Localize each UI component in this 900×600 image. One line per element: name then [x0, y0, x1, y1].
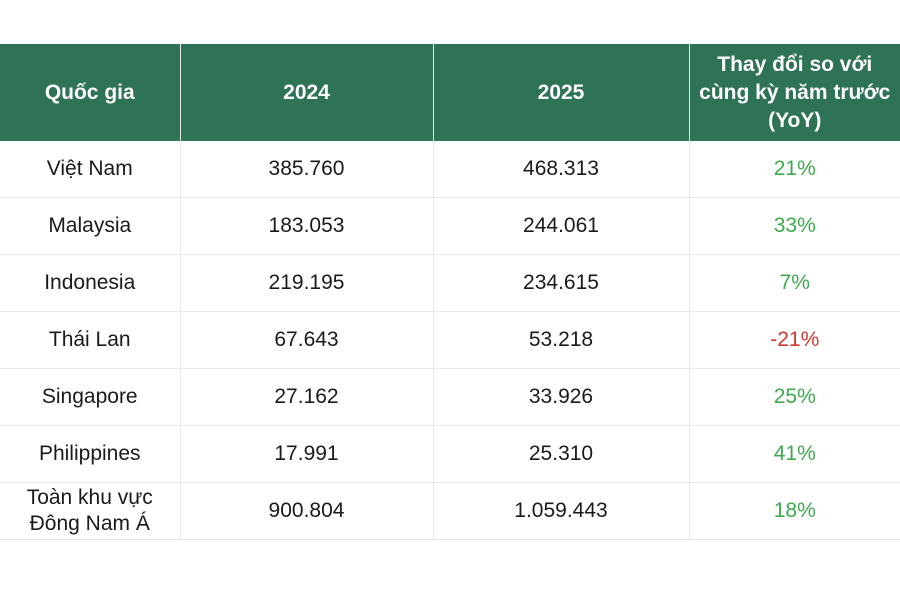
cell-2025: 1.059.443	[433, 482, 690, 540]
header-row: Quốc gia 2024 2025 Thay đổi so với cùng …	[0, 44, 900, 141]
cell-2025: 244.061	[433, 197, 690, 255]
table-row-total: Toàn khu vực Đông Nam Á 900.804 1.059.44…	[0, 482, 900, 540]
cell-2024: 67.643	[180, 311, 434, 369]
cell-yoy: 21%	[689, 141, 900, 198]
cell-yoy: 41%	[689, 425, 900, 483]
header-2024: 2024	[180, 44, 434, 141]
table-row: Philippines 17.991 25.310 41%	[0, 425, 900, 483]
cell-2025: 25.310	[433, 425, 690, 483]
cell-country: Singapore	[0, 368, 181, 426]
table-row: Indonesia 219.195 234.615 7%	[0, 254, 900, 312]
cell-country: Indonesia	[0, 254, 181, 312]
cell-2025: 234.615	[433, 254, 690, 312]
cell-2025: 468.313	[433, 141, 690, 198]
cell-2024: 17.991	[180, 425, 434, 483]
cell-2024: 27.162	[180, 368, 434, 426]
cell-2024: 219.195	[180, 254, 434, 312]
cell-yoy: 18%	[689, 482, 900, 540]
table-row: Thái Lan 67.643 53.218 -21%	[0, 311, 900, 369]
table-body: Việt Nam 385.760 468.313 21% Malaysia 18…	[0, 141, 900, 540]
data-table-container: Quốc gia 2024 2025 Thay đổi so với cùng …	[0, 44, 900, 540]
cell-yoy: -21%	[689, 311, 900, 369]
header-yoy: Thay đổi so với cùng kỳ năm trước (YoY)	[689, 44, 900, 141]
table-row: Singapore 27.162 33.926 25%	[0, 368, 900, 426]
data-table: Quốc gia 2024 2025 Thay đổi so với cùng …	[0, 44, 900, 540]
cell-2024: 385.760	[180, 141, 434, 198]
cell-2024: 900.804	[180, 482, 434, 540]
header-2025: 2025	[433, 44, 690, 141]
cell-country: Toàn khu vực Đông Nam Á	[0, 482, 181, 540]
cell-2024: 183.053	[180, 197, 434, 255]
table-row: Việt Nam 385.760 468.313 21%	[0, 141, 900, 198]
cell-yoy: 25%	[689, 368, 900, 426]
cell-2025: 33.926	[433, 368, 690, 426]
cell-country: Việt Nam	[0, 141, 181, 198]
cell-2025: 53.218	[433, 311, 690, 369]
cell-yoy: 33%	[689, 197, 900, 255]
table-row: Malaysia 183.053 244.061 33%	[0, 197, 900, 255]
cell-country: Thái Lan	[0, 311, 181, 369]
cell-country: Malaysia	[0, 197, 181, 255]
header-country: Quốc gia	[0, 44, 181, 141]
table-header: Quốc gia 2024 2025 Thay đổi so với cùng …	[0, 44, 900, 141]
cell-yoy: 7%	[689, 254, 900, 312]
cell-country: Philippines	[0, 425, 181, 483]
